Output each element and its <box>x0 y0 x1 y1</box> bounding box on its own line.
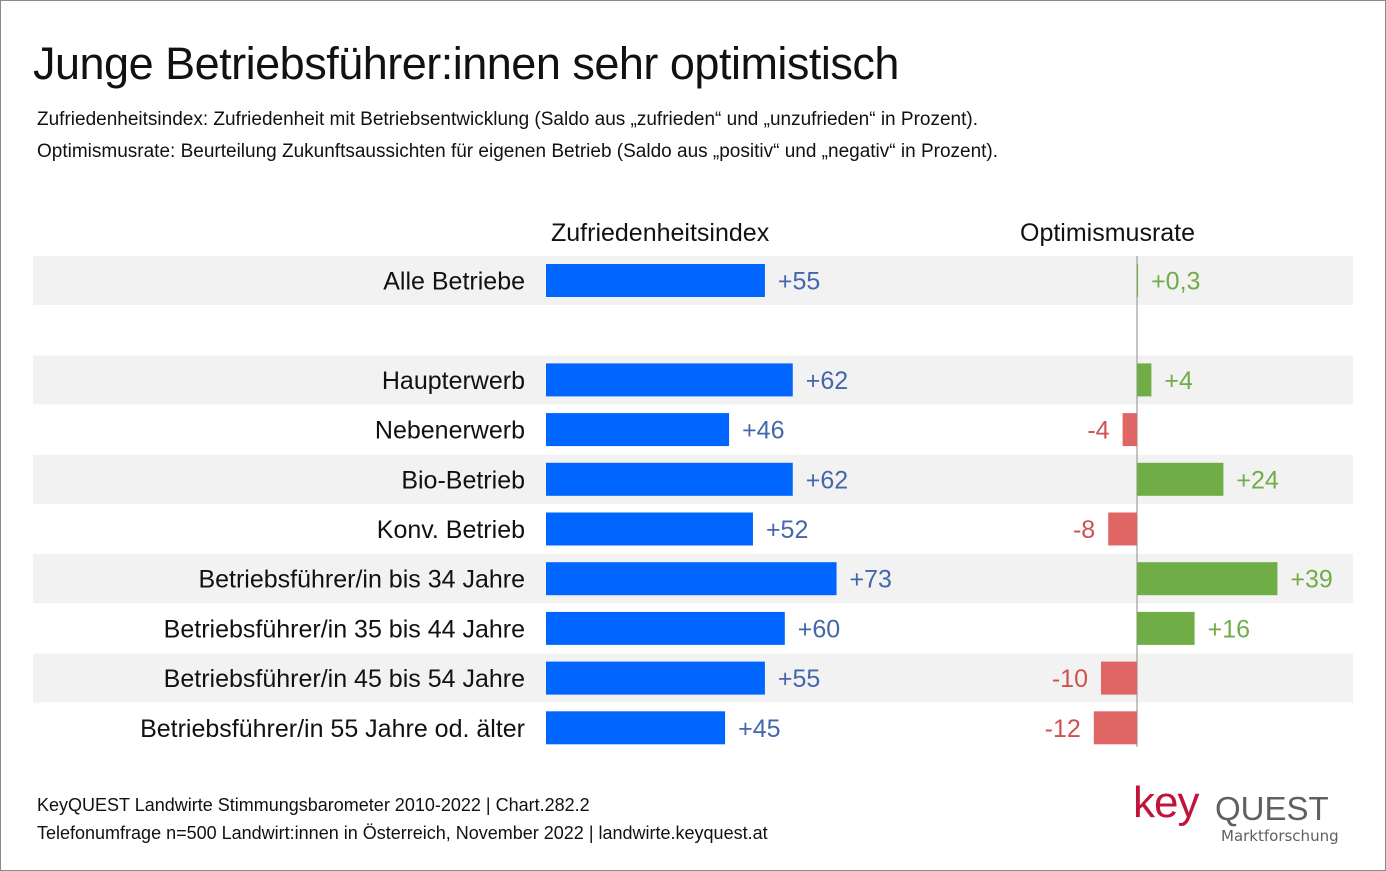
zufriedenheit-value-label: +62 <box>806 367 848 395</box>
optimismus-bar-positive <box>1137 611 1195 645</box>
optimismus-value-label: -8 <box>1073 516 1095 544</box>
category-label: Betriebsführer/in 55 Jahre od. älter <box>140 715 525 743</box>
optimismus-bar-negative <box>1101 661 1137 695</box>
optimismus-bar-negative <box>1122 413 1137 447</box>
optimismus-value-label: +4 <box>1164 367 1193 395</box>
chart-title: Junge Betriebsführer:innen sehr optimist… <box>33 38 899 89</box>
zufriedenheit-bar <box>546 711 726 745</box>
zufriedenheit-value-label: +55 <box>778 268 820 296</box>
logo-tagline: Marktforschung <box>1221 827 1339 845</box>
optimismus-bar-negative <box>1093 711 1137 745</box>
zufriedenheit-bar <box>546 611 785 645</box>
category-label: Haupterwerb <box>382 367 525 395</box>
category-label: Betriebsführer/in 45 bis 54 Jahre <box>164 665 525 693</box>
zufriedenheit-value-label: +60 <box>798 615 840 643</box>
zufriedenheit-bar <box>546 264 765 297</box>
optimismus-bar-positive <box>1137 462 1224 496</box>
zufriedenheit-bar <box>546 661 765 695</box>
zufriedenheit-value-label: +62 <box>806 466 848 494</box>
category-label: Konv. Betrieb <box>377 516 525 544</box>
column-header-optimismusrate: Optimismusrate <box>1020 219 1195 247</box>
optimismus-value-label: -12 <box>1045 715 1081 743</box>
keyquest-logo: key QUEST Marktforschung <box>1133 778 1353 848</box>
subtitle-optimismusrate: Optimismusrate: Beurteilung Zukunftsauss… <box>37 141 999 162</box>
optimismus-value-label: +16 <box>1208 615 1250 643</box>
zufriedenheit-bar <box>546 363 793 397</box>
column-header-zufriedenheitsindex: Zufriedenheitsindex <box>551 219 770 247</box>
zufriedenheit-bar <box>546 413 730 447</box>
optimismus-value-label: +0,3 <box>1151 268 1200 296</box>
subtitle-zufriedenheitsindex: Zufriedenheitsindex: Zufriedenheit mit B… <box>37 109 978 130</box>
logo-key-text: key <box>1133 778 1199 827</box>
category-label: Betriebsführer/in bis 34 Jahre <box>198 566 525 594</box>
zufriedenheit-value-label: +45 <box>738 715 780 743</box>
footer-source: KeyQUEST Landwirte Stimmungsbarometer 20… <box>37 795 590 815</box>
zufriedenheit-bar <box>546 462 793 496</box>
optimismus-bar-negative <box>1108 512 1137 546</box>
optimismus-bar-positive <box>1137 363 1152 397</box>
footer-survey-info: Telefonumfrage n=500 Landwirt:innen in Ö… <box>37 823 768 843</box>
category-label: Nebenerwerb <box>375 417 525 445</box>
logo-quest-text: QUEST <box>1215 790 1329 827</box>
category-label: Bio-Betrieb <box>401 466 525 494</box>
zufriedenheit-value-label: +46 <box>742 417 784 445</box>
optimismus-value-label: +39 <box>1290 566 1332 594</box>
zufriedenheit-bar <box>546 562 837 596</box>
category-label: Alle Betriebe <box>383 268 525 296</box>
optimismus-bar-positive <box>1137 562 1278 596</box>
optimismus-bar-positive <box>1137 264 1139 297</box>
category-label: Betriebsführer/in 35 bis 44 Jahre <box>164 615 525 643</box>
optimismus-value-label: +24 <box>1236 466 1279 494</box>
zufriedenheit-value-label: +52 <box>766 516 808 544</box>
zufriedenheit-value-label: +55 <box>778 665 820 693</box>
optimismus-value-label: -4 <box>1087 417 1109 445</box>
zufriedenheit-value-label: +73 <box>850 566 892 594</box>
zufriedenheit-bar <box>546 512 753 546</box>
optimismus-value-label: -10 <box>1052 665 1088 693</box>
